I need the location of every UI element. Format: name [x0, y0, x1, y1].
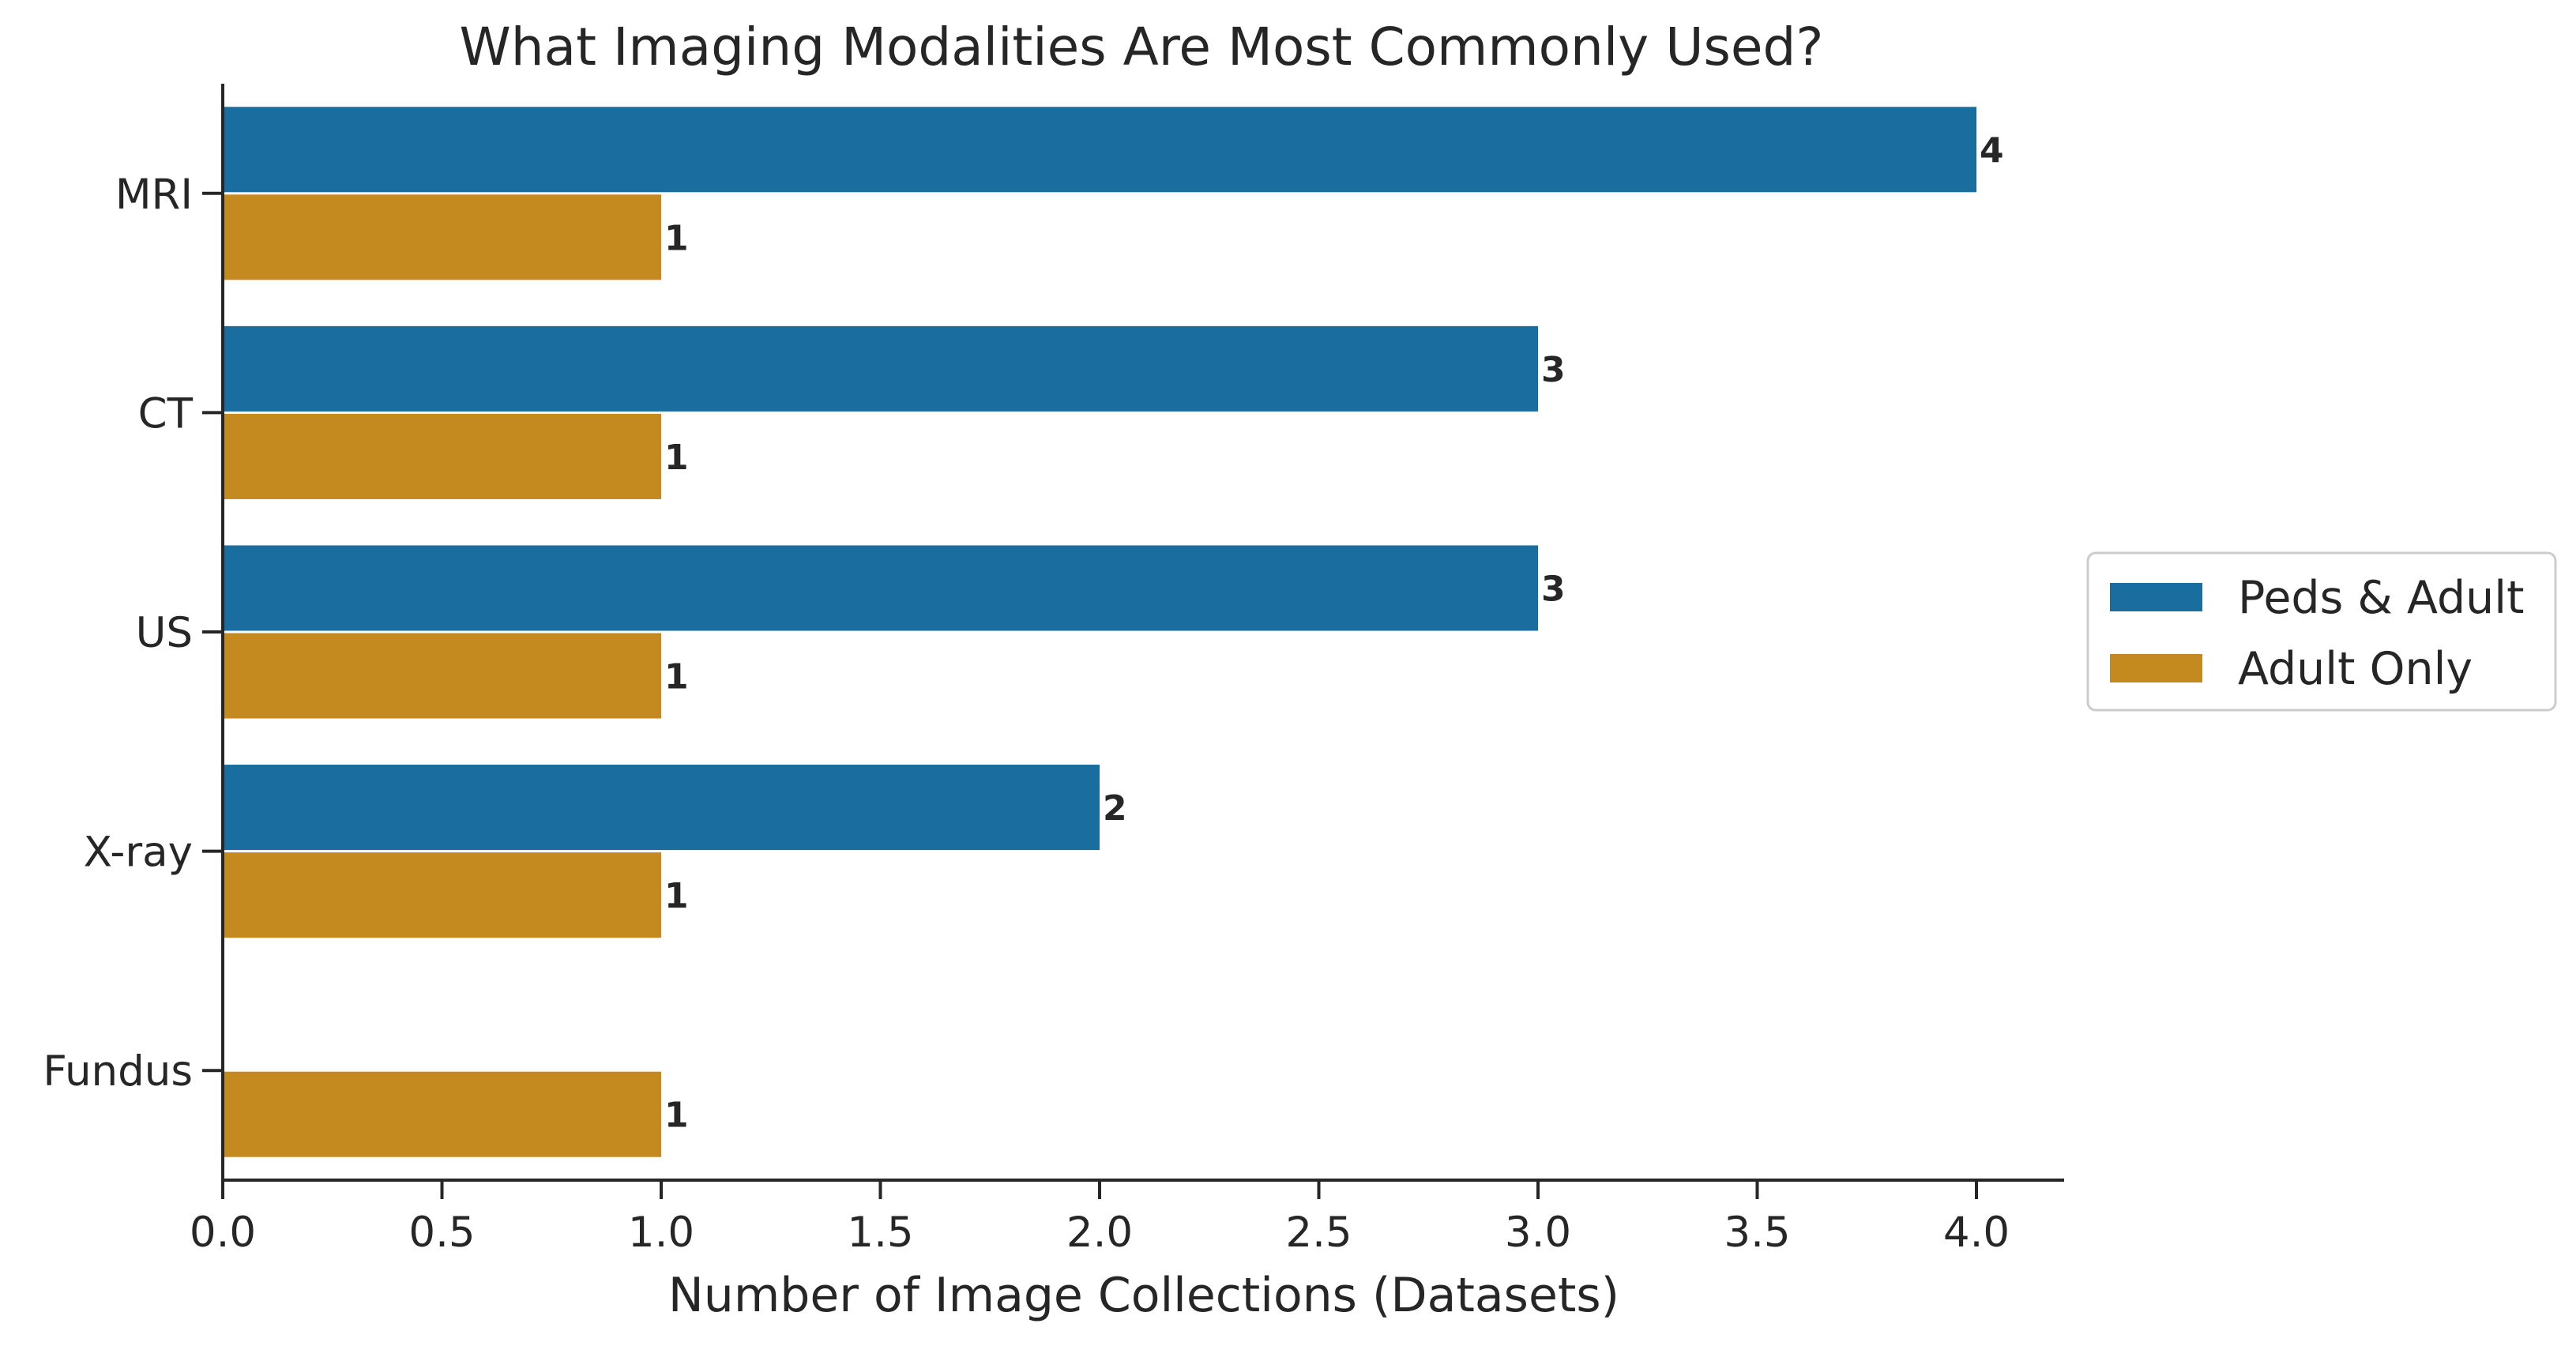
legend-swatch — [2110, 583, 2202, 611]
bar-mri-0 — [223, 107, 1976, 193]
data-label: 1 — [664, 657, 689, 697]
bar-us-0 — [223, 545, 1538, 631]
x-axis-label: Number of Image Collections (Datasets) — [668, 1268, 1619, 1323]
bar-x-ray-1 — [223, 852, 661, 938]
data-labels-group: 4 1 3 1 3 1 2 1 1 — [664, 130, 2004, 1135]
data-label: 1 — [664, 218, 689, 258]
legend-frame — [2086, 551, 2557, 712]
bar-mri-1 — [223, 194, 661, 280]
x-tick-label: 4.0 — [1943, 1209, 2010, 1257]
data-label: 4 — [1980, 130, 2004, 171]
data-label: 1 — [664, 438, 689, 478]
bar-x-ray-0 — [223, 765, 1100, 851]
x-tick-label: 1.5 — [847, 1209, 913, 1257]
legend-label: Peds & Adult — [2238, 572, 2524, 624]
legend-label: Adult Only — [2238, 643, 2473, 695]
x-tick-label: 3.5 — [1724, 1209, 1790, 1257]
data-label: 2 — [1103, 788, 1127, 829]
x-tick-label: 1.0 — [628, 1209, 694, 1257]
x-tick-label: 3.0 — [1505, 1209, 1571, 1257]
x-tick-label: 2.0 — [1066, 1209, 1133, 1257]
y-tick-label: Fundus — [43, 1047, 193, 1096]
legend-swatch — [2110, 654, 2202, 682]
data-label: 3 — [1541, 569, 1566, 609]
legend: Peds & Adult Adult Only — [2086, 551, 2557, 712]
y-tick-label: CT — [138, 389, 194, 438]
y-tick-label: US — [136, 609, 193, 657]
data-label: 3 — [1541, 350, 1566, 390]
x-tick-label: 0.0 — [190, 1209, 256, 1257]
bar-ct-1 — [223, 413, 661, 499]
bar-us-1 — [223, 633, 661, 719]
x-tick-label: 0.5 — [408, 1209, 475, 1257]
y-tick-label: MRI — [115, 171, 193, 219]
chart-title: What Imaging Modalities Are Most Commonl… — [460, 17, 1824, 77]
bar-ct-0 — [223, 325, 1538, 412]
y-tick-label: X-ray — [84, 829, 193, 877]
x-ticks-group: 0.0 0.5 1.0 1.5 2.0 2.5 3.0 3.5 4.0 — [190, 1180, 2010, 1257]
data-label: 1 — [664, 1096, 689, 1136]
bar-fundus-1 — [223, 1071, 661, 1157]
y-ticks-group: MRI CT US X-ray Fundus — [43, 171, 223, 1096]
x-tick-label: 2.5 — [1285, 1209, 1352, 1257]
data-label: 1 — [664, 876, 689, 916]
bars-group — [223, 107, 1976, 1157]
